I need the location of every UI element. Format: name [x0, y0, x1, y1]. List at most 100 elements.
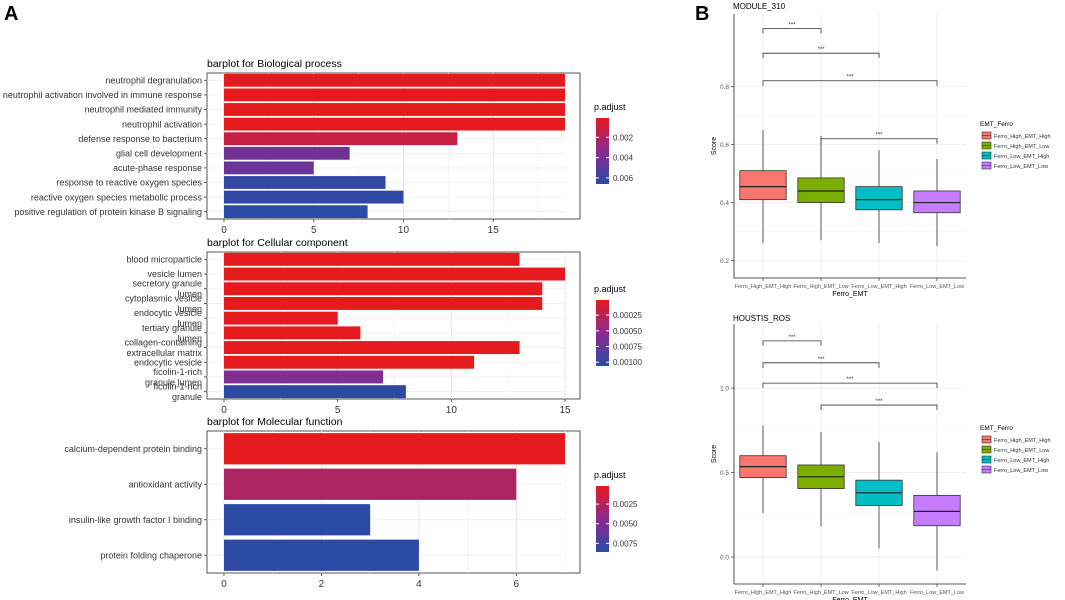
bar	[224, 73, 565, 87]
colorbar	[596, 118, 609, 184]
chart-title: barplot for Biological process	[207, 58, 342, 70]
legend-label: Ferro_Low_EMT_Low	[994, 468, 1048, 474]
colorbar-label: 0.006	[613, 174, 634, 183]
colorbar-label: 0.0050	[613, 520, 638, 529]
significance-label: ***	[788, 335, 796, 341]
x-tick-label: 5	[311, 225, 317, 236]
colorbar	[596, 486, 609, 552]
category-label: defense response to bacterium	[78, 134, 202, 144]
box	[797, 177, 845, 203]
bar	[224, 190, 404, 204]
legend-label: Ferro_High_EMT_Low	[994, 448, 1049, 454]
box-chart-m310: MODULE_310 0.2 0.4 0.6 0.8 Score Ferro_High_EM…	[711, 2, 1051, 298]
category-label: blood microparticle	[126, 255, 202, 265]
y-tick-label: 0.0	[720, 554, 729, 561]
category-label: calcium-dependent protein binding	[64, 444, 202, 454]
x-tick-label: Ferro_Low_EMT_Low	[910, 590, 964, 596]
y-tick-label: 0.5	[720, 470, 729, 477]
colorbar-label: 0.00050	[613, 327, 642, 336]
colorbar	[596, 300, 609, 366]
significance-label: ***	[846, 75, 854, 81]
bar	[224, 176, 386, 189]
significance-label: ***	[788, 23, 796, 29]
x-tick-label: 4	[416, 579, 422, 590]
bar	[224, 296, 543, 310]
category-label: ficolin-1-rich granule	[153, 382, 202, 403]
significance-label: ***	[875, 133, 883, 139]
category-label: collagen-containing extracellular matrix	[124, 337, 202, 358]
significance-bracket	[762, 382, 938, 389]
x-tick-label: 5	[335, 405, 341, 416]
colorbar-label: 0.00025	[613, 311, 642, 320]
category-label: ficolin-1-rich granule lumen	[145, 367, 202, 388]
legend-label: Ferro_Low_EMT_Low	[994, 164, 1048, 170]
chart-title: barplot for Molecular function	[207, 416, 343, 428]
significance-bracket	[820, 138, 938, 144]
legend-label: Ferro_Low_EMT_High	[994, 154, 1049, 160]
bar	[224, 252, 520, 266]
x-tick-label: Ferro_High_EMT_High	[735, 590, 792, 596]
x-tick-label: 2	[319, 579, 325, 590]
chart-title: HOUSTIS_ROS	[733, 314, 790, 323]
category-label: endocytic vesicle lumen	[134, 308, 202, 329]
significance-label: ***	[846, 377, 854, 383]
bar	[224, 103, 565, 116]
x-tick-label: 10	[398, 225, 410, 236]
significance-label: ***	[875, 399, 883, 405]
y-tick-label: 1.0	[720, 386, 729, 393]
legend-label: Ferro_High_EMT_Low	[994, 144, 1049, 150]
y-tick-label: 0.4	[720, 200, 729, 207]
charts-layer: barplot for Biological process neutrophil…	[3, 2, 1051, 600]
category-label: tertiary granule lumen	[142, 323, 202, 344]
significance-bracket	[762, 28, 822, 34]
panel-label-b: B	[695, 3, 709, 25]
y-tick-label: 0.6	[720, 142, 729, 149]
category-label: secretory granule lumen	[132, 279, 202, 300]
significance-bracket	[762, 340, 822, 346]
box	[855, 186, 903, 211]
bar	[224, 88, 565, 102]
significance-bracket	[762, 362, 880, 368]
x-tick-label: Ferro_Low_EMT_High	[851, 284, 906, 290]
legend-label: Ferro_High_EMT_High	[994, 438, 1051, 444]
category-label: neutrophil activation involved in immune…	[3, 90, 202, 100]
colorbar-label: 0.004	[613, 154, 634, 163]
y-axis-title: Score	[711, 137, 718, 155]
legend-title: p.adjust	[594, 284, 626, 294]
bar	[224, 504, 371, 536]
bar	[224, 468, 517, 500]
x-tick-label: Ferro_Low_EMT_Low	[910, 284, 964, 290]
bar	[224, 311, 338, 325]
y-tick-label: 0.8	[720, 84, 729, 91]
legend-title: EMT_Ferro	[980, 425, 1013, 432]
significance-bracket	[762, 52, 880, 59]
legend-title: EMT_Ferro	[980, 121, 1013, 128]
bar	[224, 161, 314, 175]
x-tick-label: 6	[514, 579, 520, 590]
category-label: response to reactive oxygen species	[56, 178, 202, 188]
significance-label: ***	[817, 47, 825, 53]
colorbar-label: 0.0025	[613, 500, 638, 509]
significance-bracket	[762, 80, 938, 86]
chart-title: MODULE_310	[733, 2, 786, 11]
category-label: insulin-like growth factor I binding	[69, 515, 202, 525]
legend-label: Ferro_Low_EMT_High	[994, 458, 1049, 464]
x-tick-label: Ferro_High_EMT_Low	[793, 284, 848, 290]
legend-label: Ferro_High_EMT_High	[994, 134, 1051, 140]
y-axis-title: Score	[711, 445, 718, 463]
colorbar-label: 0.00100	[613, 358, 642, 367]
category-label: acute-phase response	[113, 163, 202, 173]
category-label: glial cell development	[116, 148, 203, 158]
panel-label-a: A	[4, 3, 18, 25]
bar	[224, 341, 520, 355]
x-tick-label: 15	[559, 405, 571, 416]
bar	[224, 326, 361, 340]
x-tick-label: Ferro_High_EMT_High	[735, 284, 792, 290]
x-axis-title: Ferro_EMT	[832, 597, 868, 600]
category-label: neutrophil degranulation	[105, 75, 202, 85]
category-label: reactive oxygen species metabolic proces…	[31, 192, 203, 202]
bar	[224, 539, 419, 571]
category-label: endocytic vesicle	[134, 357, 202, 367]
x-tick-label: Ferro_Low_EMT_High	[851, 590, 906, 596]
